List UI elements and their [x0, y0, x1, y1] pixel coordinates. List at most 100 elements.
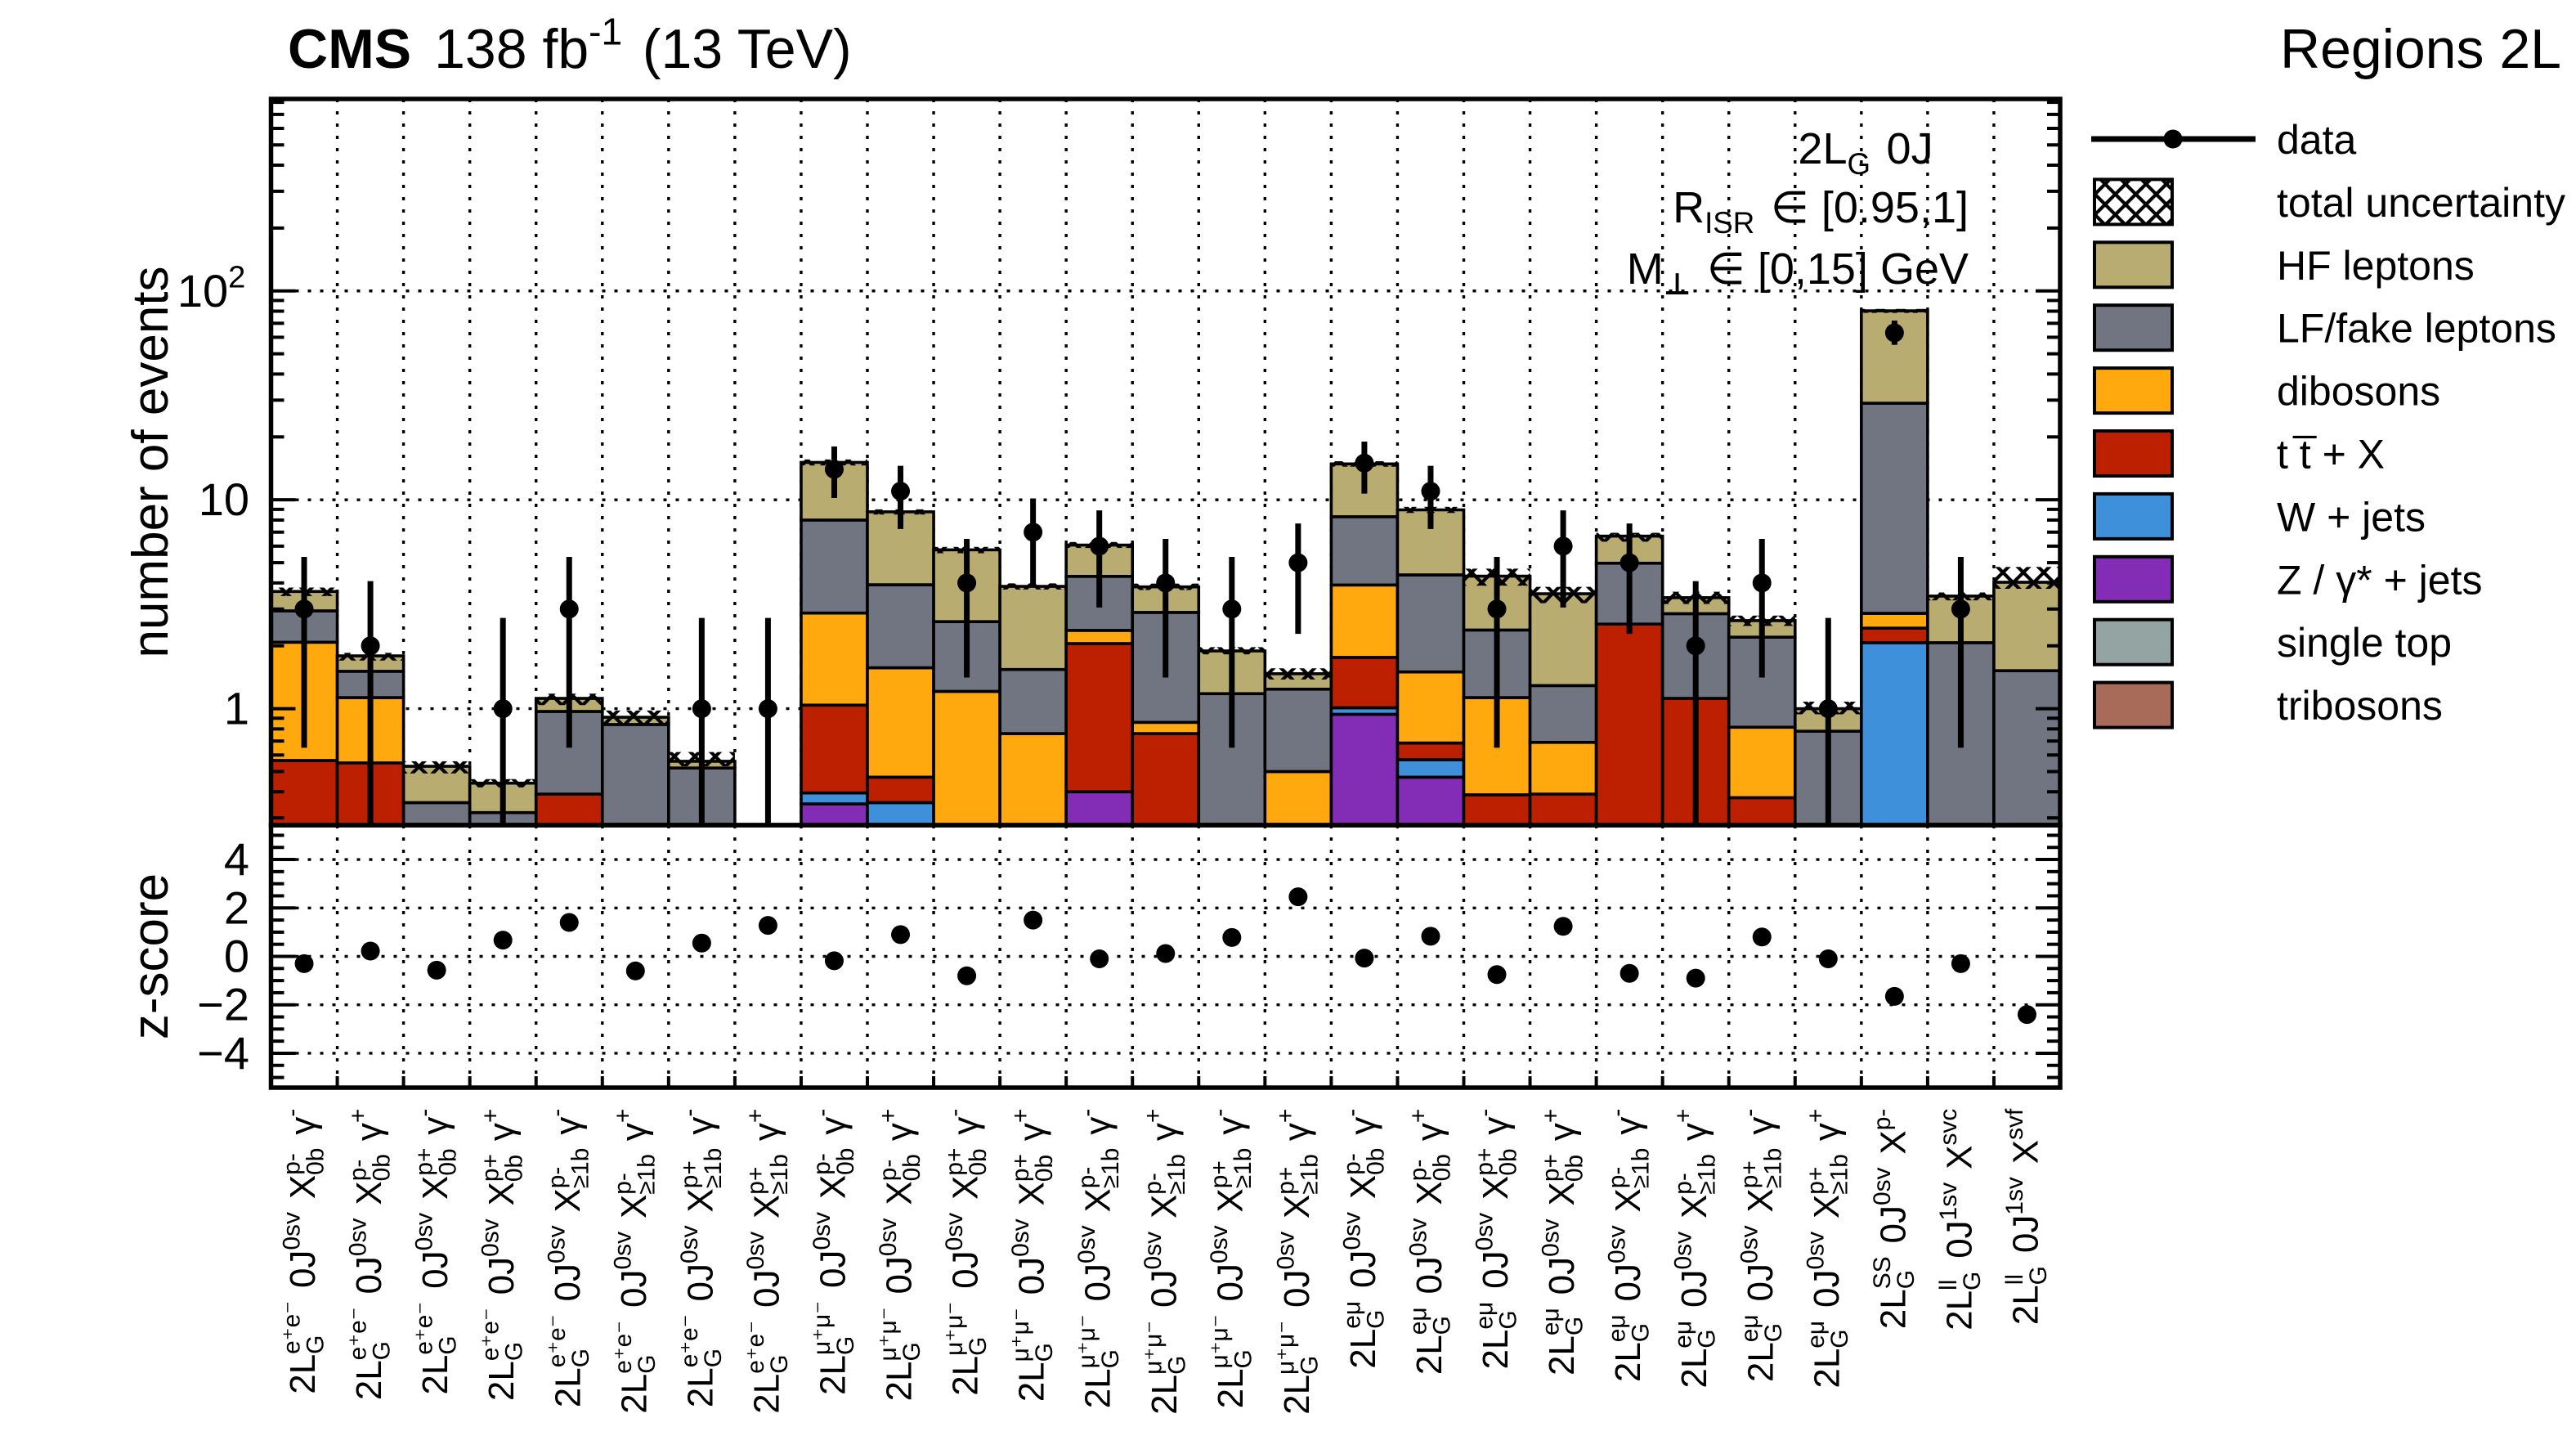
stack-segment-ttx	[1329, 656, 1400, 710]
zscore-marker	[891, 925, 911, 945]
axis-tick-labels: 1 10 102 420−2−4	[177, 260, 249, 1079]
legend-item-data: data	[2091, 117, 2357, 163]
legend-color-swatch	[2093, 429, 2174, 478]
stack-segment-ttx	[800, 703, 869, 795]
bin-label: 2LllG 0J1sv Xsvf	[2001, 1106, 2052, 1325]
legend-label: total uncertainty	[2277, 180, 2565, 226]
bin-label: 2LeμG 0J0sv Xp-≥1b γ-	[1603, 1106, 1654, 1382]
data-marker	[1156, 573, 1176, 593]
stack-segment-dibosons	[1064, 629, 1135, 645]
stack-segment-lf	[800, 518, 869, 615]
lumi-label: 138 fb-1 (13 TeV)	[434, 10, 851, 80]
stack-segment-ttx	[1594, 622, 1664, 827]
annotation-region: 2LG 0J	[1798, 124, 1933, 181]
stack-segment-dibosons	[1131, 720, 1201, 735]
data-marker	[1752, 573, 1772, 593]
stack-segment-ttx	[1860, 626, 1929, 644]
data-marker	[891, 482, 911, 501]
titles: CMS 138 fb-1 (13 TeV) Regions 2L number of …	[123, 10, 2561, 1039]
uncertainty-band	[1861, 308, 1928, 313]
stack-segment-ttx	[1396, 741, 1466, 761]
bin-label: 2Le⁺e⁻G 0J0sv Xp-0b γ+	[344, 1106, 395, 1400]
bin-label: 2Le⁺e⁻G 0J0sv Xp+0b γ+	[477, 1106, 527, 1401]
data-marker	[758, 699, 777, 719]
bin-label: 2LeμG 0J0sv Xp-0b γ+	[1404, 1106, 1455, 1375]
zscore-marker	[824, 951, 844, 971]
zscore-marker	[361, 941, 380, 961]
annotation-risr: RISR ∈ [0.95,1]	[1673, 183, 1969, 240]
stack-segment-dibosons	[1396, 670, 1466, 745]
stack-segment-lf	[600, 723, 670, 827]
legend-color-swatch	[2093, 491, 2174, 541]
bin-label: 2LeμG 0J0sv Xp+≥1b γ-	[1736, 1106, 1787, 1382]
bin-label: 2Lμ⁺μ⁻G 0J0sv Xp-0b γ+	[875, 1106, 925, 1401]
legend-label: LF/fake leptons	[2277, 306, 2556, 352]
uncertainty-band	[403, 761, 470, 774]
stack-segment-hf	[998, 585, 1068, 671]
bin-label: 2Lμ⁺μ⁻G 0J0sv Xp-0b γ-	[809, 1106, 859, 1395]
bin-label: 2Lμ⁺μ⁻G 0J0sv Xp+0b γ+	[1007, 1106, 1058, 1402]
zscore-marker	[1884, 986, 1904, 1006]
data-marker	[692, 699, 711, 719]
zscore-marker	[1818, 949, 1838, 968]
legend-item-singletop: single top	[2093, 617, 2452, 666]
legend-label: Z / γ* + jets	[2277, 557, 2482, 603]
stack-segment-dibosons	[1860, 612, 1929, 630]
bin-label: 2LeμG 0J0sv Xp-0b γ-	[1338, 1106, 1389, 1369]
annotation-mt: M⊥ ∈ [0,15] GeV	[1627, 245, 1969, 301]
stack-segment-lf	[401, 801, 472, 827]
legend-item-unc: total uncertainty	[2093, 177, 2565, 227]
ztick-label: −4	[197, 1027, 249, 1079]
zscore-marker	[294, 954, 314, 973]
zscore-marker	[2017, 1005, 2036, 1025]
stack-segment-ttx	[1528, 792, 1598, 827]
zscore-marker	[559, 913, 579, 932]
uncertainty-band	[1265, 668, 1332, 680]
stack-segment-dibosons	[1329, 583, 1400, 659]
data-marker	[1686, 636, 1705, 656]
ztick-label: 2	[224, 882, 249, 933]
legend-item-wjets: W + jets	[2093, 491, 2426, 541]
stack-segment-ttx	[1064, 642, 1135, 794]
bin-label: 2Lμ⁺μ⁻G 0J0sv Xp+≥1b γ+	[1272, 1106, 1323, 1415]
legend-item-ttx: t t̅ + X	[2093, 429, 2385, 478]
stack-segment-dibosons	[1528, 740, 1598, 796]
stack-segment-zjets	[1396, 775, 1466, 827]
data-marker	[1487, 599, 1507, 619]
legend-item-dibosons: dibosons	[2093, 366, 2440, 415]
legend-color-swatch	[2093, 366, 2174, 415]
stack-segment-dibosons	[998, 732, 1068, 827]
legend-label: t t̅ + X	[2277, 432, 2385, 478]
stack-segment-hf	[1528, 592, 1598, 688]
zscore-marker	[1553, 917, 1573, 936]
ztick-label: 0	[224, 931, 249, 982]
legend-label: HF leptons	[2277, 243, 2475, 289]
ztick-label: −2	[197, 979, 249, 1030]
stack-segment-lf	[1860, 402, 1929, 615]
data-marker	[957, 573, 977, 593]
stack-segment-dibosons	[866, 666, 935, 779]
uncertainty-band	[1993, 567, 2060, 589]
bin-label: 2Le⁺e⁻G 0J0sv Xp-≥1b γ+	[610, 1106, 661, 1414]
stack-segment-lf	[1992, 669, 2062, 827]
data-points	[294, 321, 1970, 825]
zscore-axis-title: z-score	[123, 873, 179, 1039]
stack-segment-wjets	[800, 791, 869, 806]
uncertainty-band	[602, 710, 669, 724]
zscore-marker	[692, 933, 711, 953]
legend-label: W + jets	[2277, 494, 2426, 540]
zscore-points	[294, 887, 2036, 1025]
bin-label: 2Le⁺e⁻G 0J0sv Xp-≥1b γ-	[544, 1106, 594, 1407]
stack-segment-ttx	[534, 792, 604, 827]
ztick-label: 4	[224, 833, 249, 885]
zscore-marker	[1487, 965, 1507, 985]
legend-hatch-swatch	[2093, 177, 2174, 227]
legend-label: tribosons	[2277, 683, 2443, 729]
data-marker	[1884, 323, 1904, 343]
data-marker	[824, 460, 844, 479]
zscore-marker	[1024, 910, 1043, 930]
data-marker	[1553, 536, 1573, 556]
bin-label: 2LeμG 0J0sv Xp+0b γ-	[1471, 1106, 1521, 1370]
zscore-marker	[1288, 887, 1308, 907]
